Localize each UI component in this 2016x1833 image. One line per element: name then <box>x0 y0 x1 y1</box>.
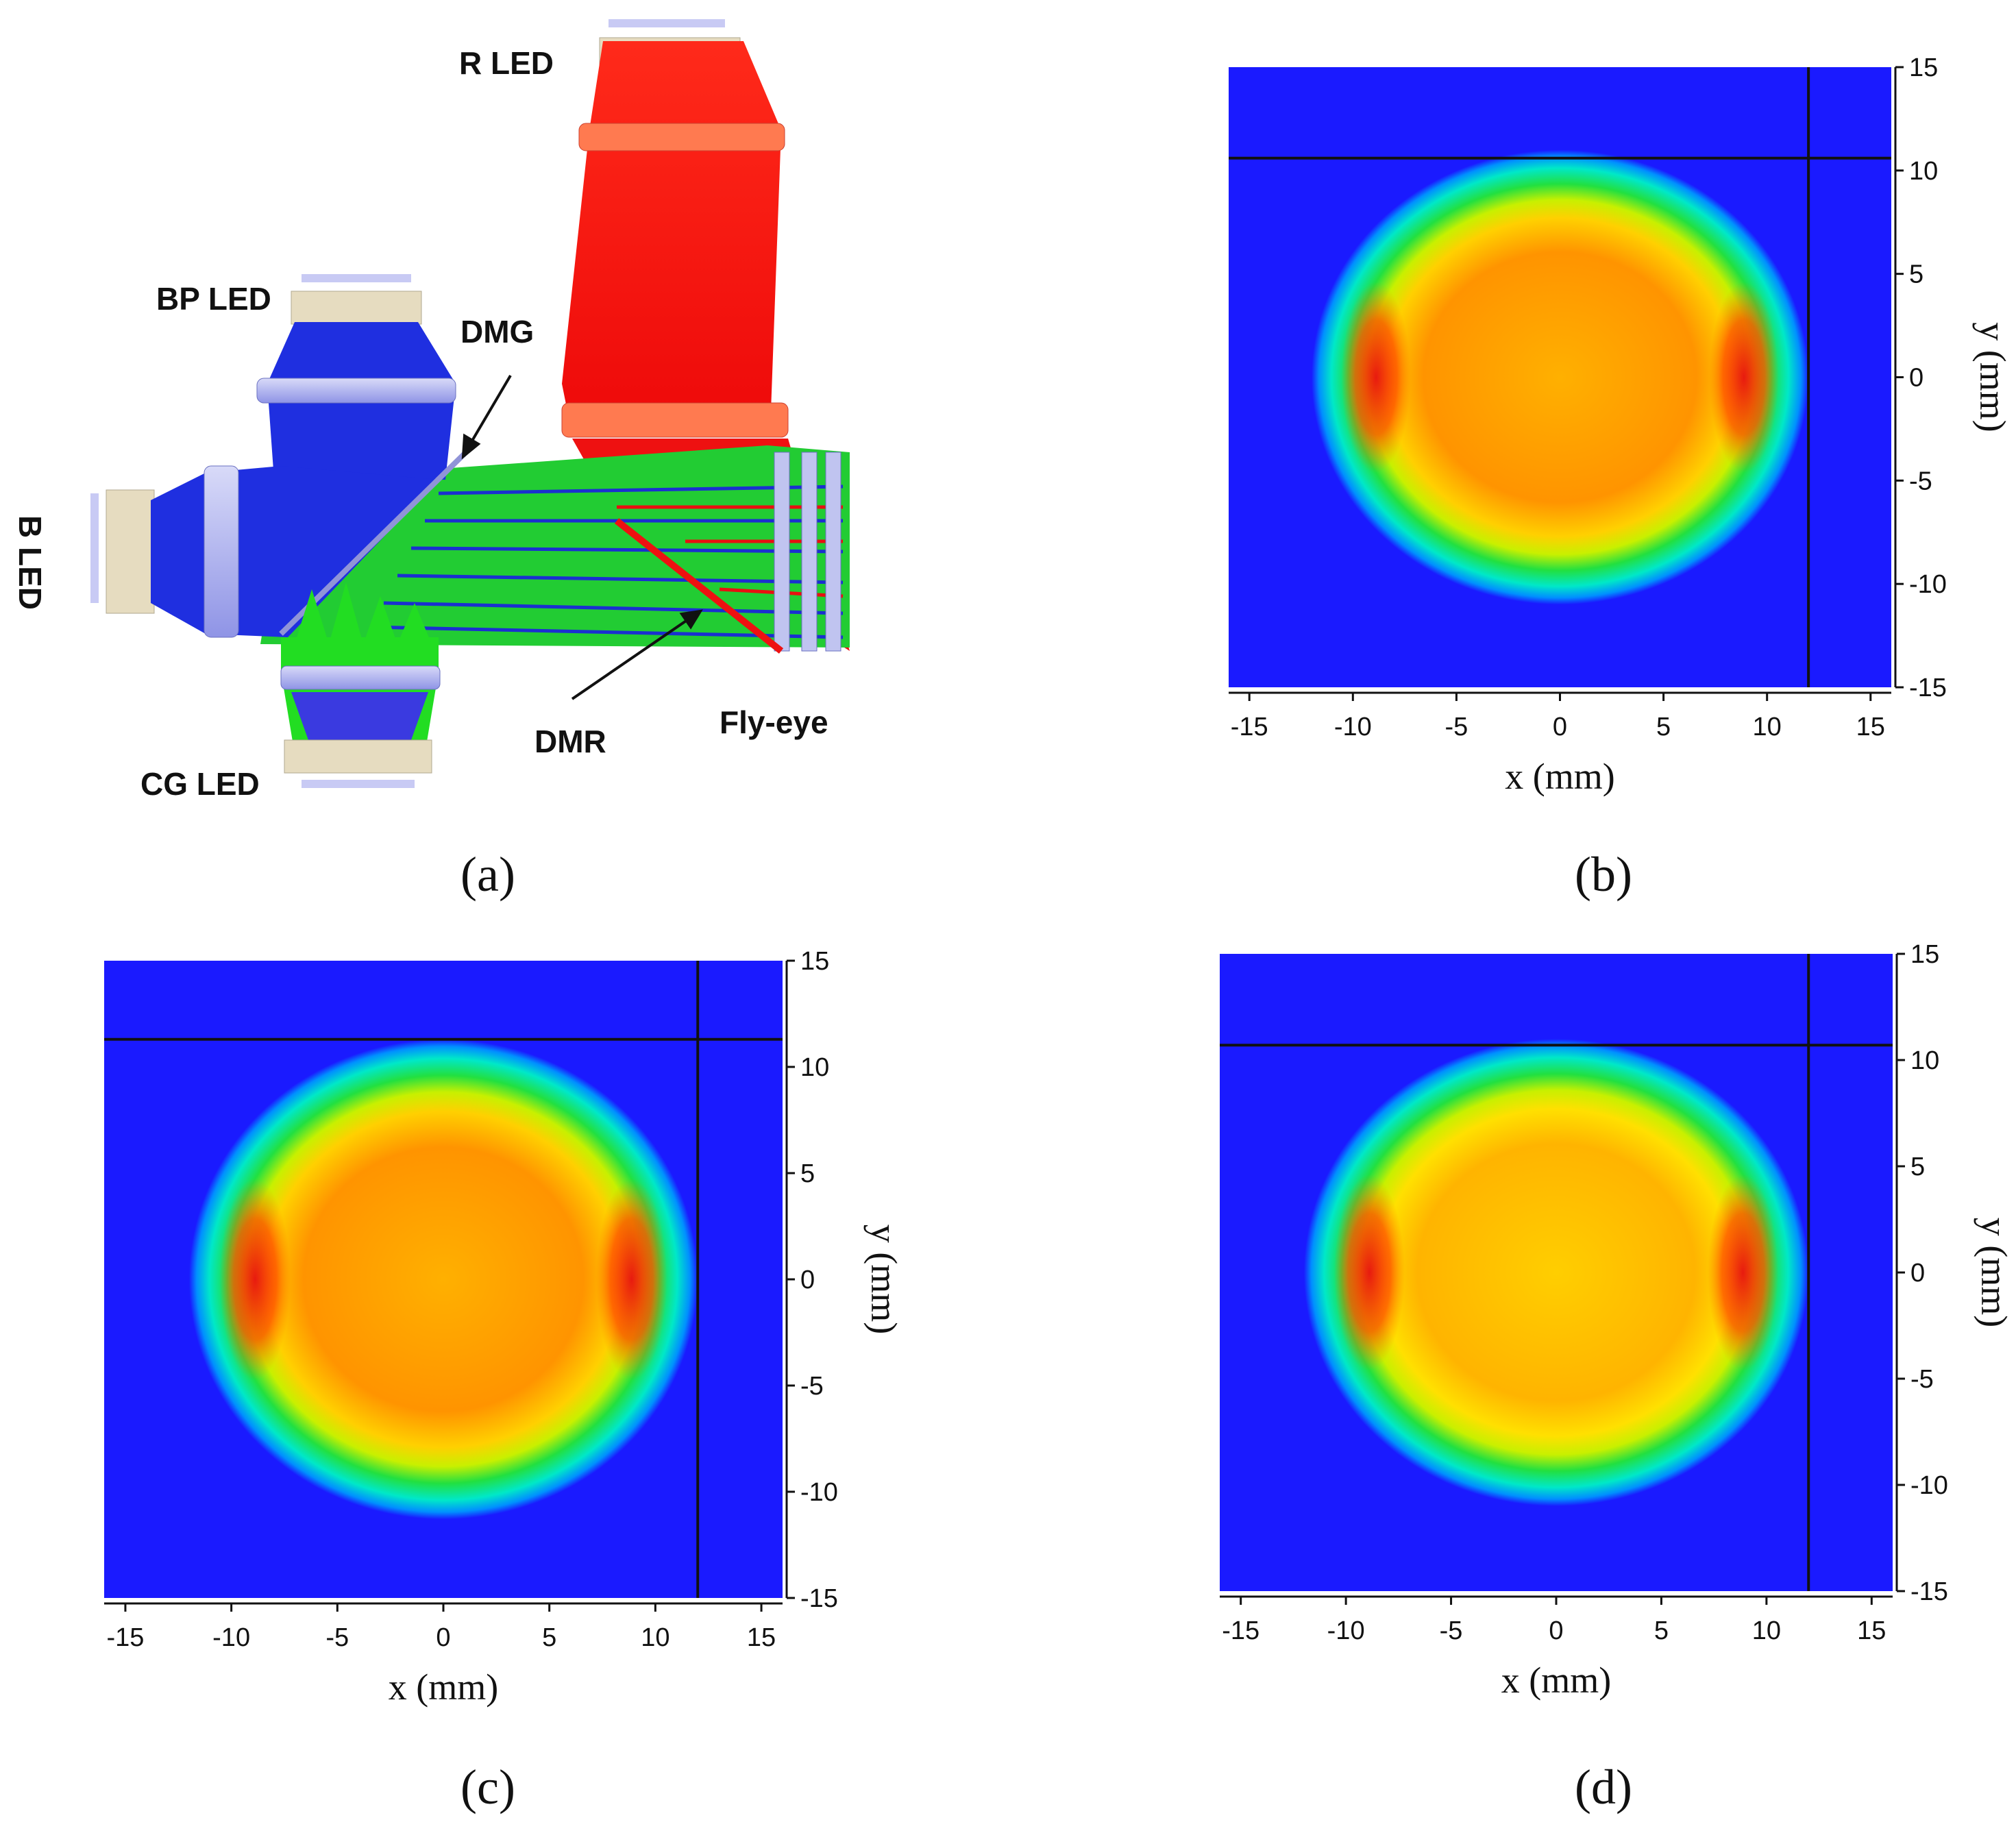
label-cg-led: CG LED <box>140 766 260 802</box>
bp-led-top-lens <box>302 274 411 282</box>
hot-edge-left <box>1341 282 1411 473</box>
y-tick-label: 15 <box>800 947 829 976</box>
y-tick-label: -15 <box>1909 674 1947 702</box>
label-fly-eye: Fly-eye <box>720 704 828 740</box>
dmg-arrow <box>466 374 512 450</box>
x-tick-label: 0 <box>1549 1616 1563 1645</box>
b-led-mount <box>106 489 155 614</box>
irradiance-spot <box>1303 1039 1809 1506</box>
y-tick-label: -5 <box>800 1372 824 1401</box>
y-tick-label: 10 <box>800 1053 829 1082</box>
dmr-arrow <box>571 615 693 700</box>
y-tick-label: 0 <box>800 1266 815 1294</box>
cg-led-lens <box>280 665 441 690</box>
fly-eye-array <box>774 452 841 652</box>
y-tick-label: 5 <box>1909 260 1923 289</box>
y-tick-label: 10 <box>1910 1046 1939 1075</box>
b-led-lens <box>204 465 239 638</box>
y-tick-label: -15 <box>1910 1577 1948 1606</box>
x-tick-label: 15 <box>1857 1616 1886 1645</box>
cg-led-assembly <box>280 582 441 788</box>
x-tick-label: -10 <box>1334 713 1372 741</box>
heatmap-d: -15 -10 -5 0 5 10 15 15 10 5 0 -5 -10 -15 x (mm) y (mm) <box>1220 940 2015 1701</box>
label-b-led: B LED <box>12 515 48 610</box>
x-tick-label: 5 <box>1654 1616 1669 1645</box>
hot-edge-left <box>1333 1174 1405 1371</box>
y-tick-label: 15 <box>1909 53 1938 82</box>
heatmap-c: -15 -10 -5 0 5 10 15 15 10 5 0 -5 -10 -15 x (mm) y (mm) <box>104 947 905 1708</box>
y-tick-label: 0 <box>1909 364 1923 393</box>
x-tick-label: 15 <box>1856 713 1885 741</box>
dmr-mirror <box>614 518 784 654</box>
b-led-side-lens <box>90 493 99 603</box>
r-led-lens <box>578 123 785 151</box>
irradiance-spot <box>1311 149 1809 605</box>
irradiance-spot <box>188 1039 698 1520</box>
y-tick-label: 5 <box>1910 1153 1925 1181</box>
x-tick-label: -10 <box>212 1623 250 1652</box>
x-tick-label: 5 <box>1656 713 1671 741</box>
heatmap-b: -15 -10 -5 0 5 10 15 15 10 5 0 -5 -10 -15 x (mm) y (mm) <box>1229 53 2013 797</box>
label-dmg: DMG <box>460 314 534 349</box>
x-tick-label: -15 <box>1222 1616 1259 1645</box>
r-led-top-lens <box>609 19 725 27</box>
x-tick-label: 10 <box>641 1623 669 1652</box>
x-tick-label: 10 <box>1753 713 1782 741</box>
x-axis-title: x (mm) <box>389 1666 498 1708</box>
y-axis-title: y (mm) <box>1974 1218 2015 1327</box>
y-tick-label: -5 <box>1910 1365 1934 1394</box>
x-tick-label: -10 <box>1327 1616 1365 1645</box>
caption-d: (d) <box>1575 1760 1632 1814</box>
x-tick-label: -5 <box>325 1623 349 1652</box>
x-tick-label: -15 <box>106 1623 144 1652</box>
y-tick-label: 5 <box>800 1159 815 1188</box>
x-axis-title: x (mm) <box>1501 1660 1611 1701</box>
label-r-led: R LED <box>459 45 554 81</box>
bp-led-assembly <box>256 274 456 480</box>
y-axis-title: y (mm) <box>1972 322 2013 432</box>
y-tick-label: 10 <box>1909 157 1938 186</box>
x-tick-label: -5 <box>1445 713 1468 741</box>
label-dmr: DMR <box>534 724 606 759</box>
b-led-assembly <box>90 465 439 638</box>
caption-a: (a) <box>460 847 515 902</box>
y-tick-label: 0 <box>1910 1259 1925 1288</box>
y-tick-label: -10 <box>1910 1471 1948 1500</box>
cg-led-cone <box>291 692 428 740</box>
y-axis-title: y (mm) <box>863 1225 905 1334</box>
green-beam-spikes <box>295 582 432 644</box>
hot-edge-right <box>1707 1174 1779 1371</box>
x-tick-label: -5 <box>1440 1616 1463 1645</box>
hot-edge-right <box>595 1178 667 1381</box>
x-tick-label: 10 <box>1752 1616 1781 1645</box>
hot-edge-right <box>1709 282 1779 473</box>
y-tick-label: -5 <box>1909 467 1932 495</box>
annotation-arrows <box>461 374 703 700</box>
x-tick-label: 0 <box>1553 713 1567 741</box>
x-axis-title: x (mm) <box>1505 756 1614 797</box>
bp-led-lens <box>256 378 456 404</box>
heatmap-panels: -15 -10 -5 0 5 10 15 15 10 5 0 -5 -10 -15 x (mm) y (mm)… <box>104 53 2015 1708</box>
label-bp-led: BP LED <box>156 281 271 317</box>
y-tick-label: 15 <box>1910 940 1939 969</box>
y-tick-label: -10 <box>1909 570 1947 599</box>
y-tick-label: -10 <box>800 1478 838 1507</box>
cg-led-mount <box>284 739 432 774</box>
caption-c: (c) <box>460 1760 515 1814</box>
panel-a-optical-layout: R LED BP LED DMG B LED DMR Fly-eye CG LE… <box>12 19 850 802</box>
y-tick-label: -15 <box>800 1584 838 1613</box>
x-tick-label: 5 <box>542 1623 556 1652</box>
red-beam <box>562 41 781 418</box>
bp-led-mount <box>291 291 422 325</box>
x-tick-label: 15 <box>747 1623 776 1652</box>
x-tick-label: 0 <box>436 1623 450 1652</box>
hot-edge-left <box>219 1178 291 1381</box>
cg-led-bottom-lens <box>302 780 415 788</box>
x-tick-label: -15 <box>1231 713 1268 741</box>
caption-b: (b) <box>1575 847 1632 902</box>
r-led-condenser <box>561 402 789 438</box>
